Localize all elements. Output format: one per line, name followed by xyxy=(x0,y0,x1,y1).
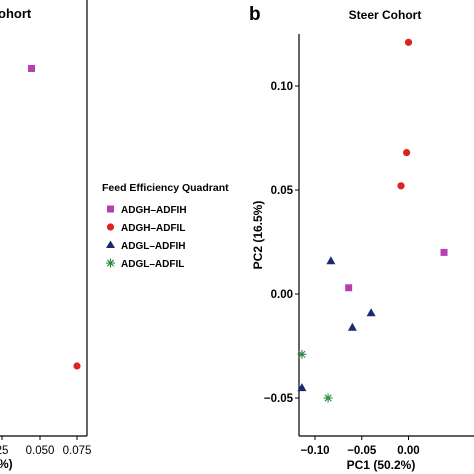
legend-entry: ADGL–ADFIL xyxy=(106,258,184,270)
point-triangle xyxy=(366,308,376,317)
legend-label: ADGH–ADFIL xyxy=(121,223,185,234)
left-x-tick-label: 0.075 xyxy=(63,445,92,457)
chart-title: Steer Cohort xyxy=(349,8,422,22)
legend-label: ADGL–ADFIH xyxy=(121,241,185,252)
x-axis-label: PC1 (50.2%) xyxy=(347,458,416,472)
left-point-circle xyxy=(73,362,81,370)
legend-entry: ADGH–ADFIL xyxy=(106,223,185,234)
legend-square-icon xyxy=(107,205,114,213)
y-tick-label: −0.05 xyxy=(264,393,294,405)
legend-title: Feed Efficiency Quadrant xyxy=(102,182,229,194)
point-triangle xyxy=(347,322,357,331)
legend-entry: ADGH–ADFIH xyxy=(107,205,187,216)
point-circle xyxy=(404,38,413,46)
legend: Feed Efficiency Quadrant ADGH–ADFIH ADGH… xyxy=(102,182,229,270)
y-tick-label: 0.00 xyxy=(271,289,293,301)
left-x-tick-label: 25 xyxy=(0,445,8,457)
panel-letter: b xyxy=(249,4,261,25)
legend-label: ADGH–ADFIH xyxy=(121,205,187,216)
legend-entry: ADGL–ADFIH xyxy=(106,240,185,252)
left-panel-y-label: %) xyxy=(0,457,13,471)
y-axis-label: PC2 (16.5%) xyxy=(251,201,265,270)
legend-circle-icon xyxy=(106,223,115,231)
point-square xyxy=(440,248,448,256)
legend-label: ADGL–ADFIL xyxy=(121,259,184,270)
point-square xyxy=(345,284,353,292)
y-ticks: −0.05 0.00 0.05 0.10 xyxy=(264,81,299,405)
panel-b: b Steer Cohort −0.050.000.050.10 −0.10 −0… xyxy=(249,4,474,472)
y-tick-label: 0.10 xyxy=(271,81,293,93)
point-circle xyxy=(403,148,411,157)
legend-triangle-icon xyxy=(106,240,115,248)
x-tick-label: −0.05 xyxy=(347,445,377,457)
point-asterisk xyxy=(323,393,333,403)
point-circle xyxy=(397,182,405,190)
y-tick-label: 0.05 xyxy=(271,185,294,197)
data-points xyxy=(297,38,448,403)
left-x-tick-label: 0.050 xyxy=(26,445,55,457)
x-tick-label: −0.10 xyxy=(300,445,329,457)
left-panel-title: ohort xyxy=(0,6,32,21)
x-tick-label: 0.00 xyxy=(397,445,419,457)
left-panel: ohort %) 25 0.050 0.075 xyxy=(0,0,91,471)
point-triangle xyxy=(297,383,307,392)
point-triangle xyxy=(326,256,336,265)
left-point-square xyxy=(28,65,35,72)
x-ticks: −0.10 −0.05 0.00 xyxy=(300,436,420,457)
point-asterisk xyxy=(297,349,307,359)
